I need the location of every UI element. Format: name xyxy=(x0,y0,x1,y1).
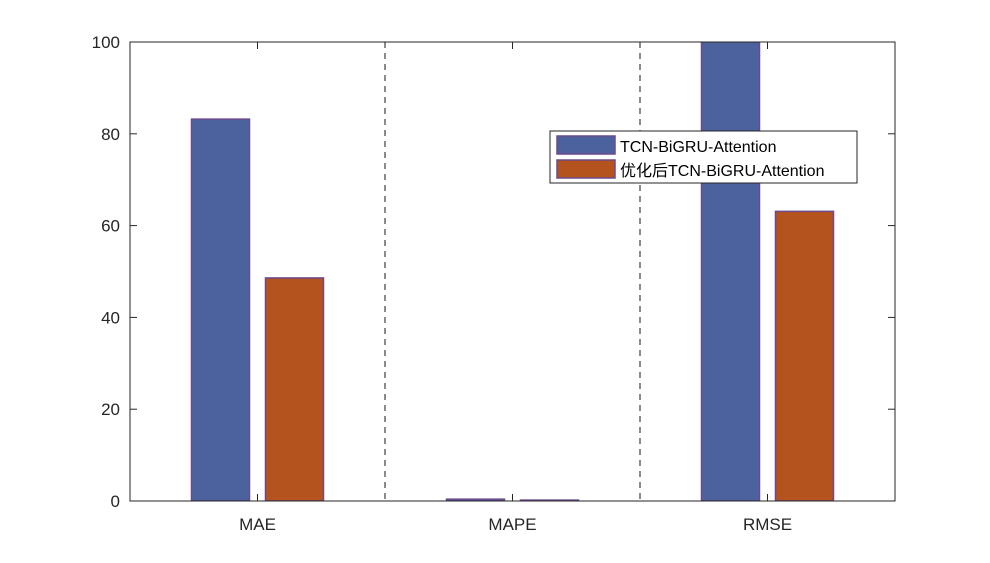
x-tick-label-mape: MAPE xyxy=(488,515,536,534)
y-tick-label: 100 xyxy=(92,33,120,52)
y-tick-label: 80 xyxy=(101,125,120,144)
x-tick-label-rmse: RMSE xyxy=(743,515,792,534)
bar-rmse-series-2 xyxy=(774,210,835,501)
x-tick-label-mae: MAE xyxy=(239,515,276,534)
legend-label-series-2: 优化后TCN-BiGRU-Attention xyxy=(620,162,824,180)
legend-swatch-series-1 xyxy=(556,135,616,155)
legend-label-series-1: TCN-BiGRU-Attention xyxy=(620,139,776,156)
legend-swatch-series-2 xyxy=(556,159,616,179)
y-axis: 0 20 40 60 80 100 xyxy=(92,33,895,511)
bar-mae-series-2 xyxy=(264,277,325,501)
x-axis: MAE MAPE RMSE xyxy=(239,42,792,534)
bar-rmse-series-1 xyxy=(700,42,761,501)
legend: TCN-BiGRU-Attention 优化后TCN-BiGRU-Attenti… xyxy=(549,130,858,184)
y-tick-label: 40 xyxy=(101,308,120,327)
bar-mae-series-1 xyxy=(190,118,251,501)
plot-area xyxy=(130,42,895,501)
y-tick-label: 60 xyxy=(101,217,120,236)
y-tick-label: 0 xyxy=(111,492,120,511)
y-tick-label: 20 xyxy=(101,400,120,419)
bar-mape-series-1 xyxy=(445,498,506,501)
